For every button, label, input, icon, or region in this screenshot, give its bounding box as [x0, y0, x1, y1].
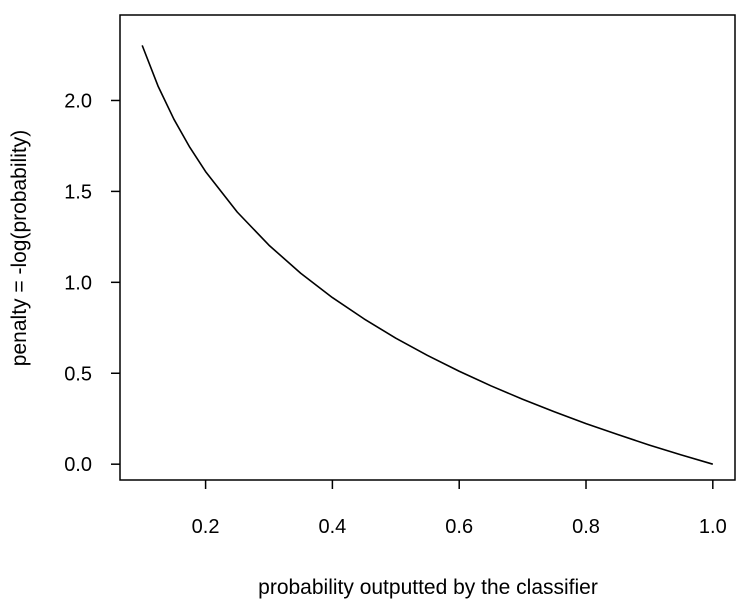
series-layer — [141, 45, 714, 465]
y-tick-label: 1.0 — [64, 272, 92, 294]
series-line — [141, 45, 714, 465]
x-tick-label: 0.6 — [445, 516, 473, 538]
x-tick-label: 0.2 — [192, 516, 220, 538]
x-axis-title: probability outputted by the classifier — [258, 576, 598, 599]
y-axis-title: penalty = -log(probability) — [8, 130, 31, 366]
y-tick-label: 0.0 — [64, 454, 92, 476]
x-tick-label: 1.0 — [699, 516, 727, 538]
y-tick-label: 2.0 — [64, 90, 92, 112]
y-tick-label: 1.5 — [64, 181, 92, 203]
y-tick-label: 0.5 — [64, 363, 92, 385]
x-tick-label: 0.8 — [572, 516, 600, 538]
x-axis: 0.2 0.4 0.6 0.8 1.0 — [192, 480, 727, 538]
y-axis: 0.0 0.5 1.0 1.5 2.0 — [64, 90, 120, 476]
plot-frame — [119, 14, 736, 481]
x-tick-label: 0.4 — [318, 516, 346, 538]
